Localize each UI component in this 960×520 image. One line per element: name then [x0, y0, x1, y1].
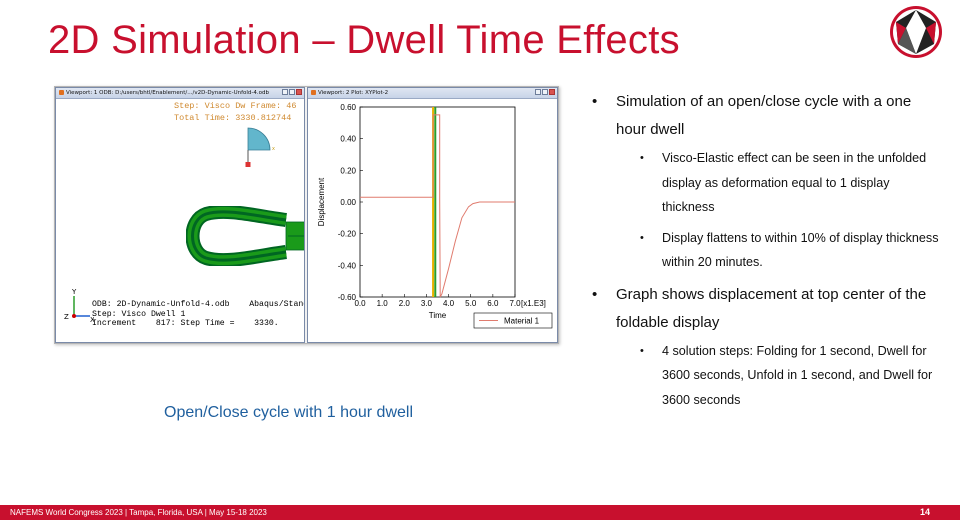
x-tick-label: 4.0 — [443, 299, 455, 308]
x-axis-label: Time — [429, 311, 447, 320]
step-line-2: Total Time: 3330.812744 — [174, 113, 292, 123]
step-line-1: Step: Visco Dw Frame: 46 — [174, 101, 297, 111]
footer-bar: NAFEMS World Congress 2023 | Tampa, Flor… — [0, 505, 960, 520]
triad-x-label: X — [90, 316, 94, 324]
y-tick-label: -0.60 — [338, 293, 357, 302]
viewport-2[interactable]: Viewport: 2 Plot: XYPlot-2 0.60 0.40 0.20 0… — [307, 87, 558, 343]
y-tick-label: 0.40 — [340, 135, 356, 144]
maximize-button[interactable] — [289, 89, 295, 95]
legend-label: Material 1 — [504, 317, 540, 326]
maximize-button[interactable] — [542, 89, 548, 95]
figure-caption: Open/Close cycle with 1 hour dwell — [164, 404, 414, 421]
y-tick-label: -0.20 — [338, 230, 357, 239]
step-info: Step: Visco Dw Frame: 46 Total Time: 3330… — [174, 100, 296, 124]
abaqus-screenshot: Viewport: 1 ODB: D:/users/bhtl/Enablemen… — [54, 86, 559, 344]
triad-y-label: Y — [71, 288, 77, 296]
odb-info: ODB: 2D-Dynamic-Unfold-4.odb Abaqus/Stan… — [92, 300, 305, 329]
bullet-2: Graph shows displacement at top center o… — [590, 281, 940, 337]
y-tick-label: 0.00 — [340, 198, 356, 207]
bullet-list: Simulation of an open/close cycle with a… — [590, 88, 940, 418]
viewport-1[interactable]: Viewport: 1 ODB: D:/users/bhtl/Enablemen… — [55, 87, 305, 343]
x-tick-label: 6.0 — [487, 299, 499, 308]
slide-title: 2D Simulation – Dwell Time Effects — [48, 18, 680, 62]
x-multiplier-label: [x1.E3] — [521, 299, 546, 308]
odb-line-1: ODB: 2D-Dynamic-Unfold-4.odb Abaqus/Stan… — [92, 300, 305, 309]
page-number: 14 — [919, 507, 930, 517]
bullet-1: Simulation of an open/close cycle with a… — [590, 88, 940, 144]
odb-line-2: Step: Visco Dwell 1 — [92, 309, 186, 319]
sub-bullet-1-1: Visco-Elastic effect can be seen in the … — [590, 146, 940, 220]
minimize-button[interactable] — [535, 89, 541, 95]
displacement-chart: 0.60 0.40 0.20 0.00 -0.20 -0.40 -0.600.0 1.0 2.0… — [317, 103, 553, 329]
nafems-logo-icon — [890, 6, 942, 58]
viewport-1-titlebar[interactable]: Viewport: 1 ODB: D:/users/bhtl/Enablemen… — [56, 88, 304, 99]
y-tick-label: 0.60 — [340, 103, 356, 112]
folded-display-model — [186, 206, 304, 266]
legend-box — [473, 312, 553, 329]
series-line-material-1 — [360, 114, 515, 298]
x-tick-label: 0.0 — [354, 299, 366, 308]
x-tick-label: 2.0 — [399, 299, 411, 308]
viewport-icon — [59, 90, 64, 95]
viewport-2-titlebar[interactable]: Viewport: 2 Plot: XYPlot-2 — [308, 88, 557, 99]
viewport-2-title: Viewport: 2 Plot: XYPlot-2 — [318, 90, 389, 96]
close-button[interactable] — [549, 89, 555, 95]
sub-bullet-2-1: 4 solution steps: Folding for 1 second, … — [590, 339, 940, 413]
axis-triad-icon: Y Z X — [64, 288, 94, 324]
orientation-glyph-icon: x — [245, 127, 275, 167]
triad-z-label: Z — [64, 313, 69, 321]
viewport-1-title: Viewport: 1 ODB: D:/users/bhtl/Enablemen… — [66, 90, 269, 96]
footer-text: NAFEMS World Congress 2023 | Tampa, Flor… — [10, 508, 267, 517]
y-tick-label: 0.20 — [340, 166, 356, 175]
x-tick-label: 7.0 — [509, 299, 521, 308]
minimize-button[interactable] — [282, 89, 288, 95]
y-axis-label: Displacement — [317, 177, 326, 226]
sub-bullet-1-2: Display flattens to within 10% of displa… — [590, 226, 940, 275]
x-tick-label: 5.0 — [465, 299, 477, 308]
x-tick-label: 1.0 — [377, 299, 389, 308]
y-tick-label: -0.40 — [338, 261, 357, 270]
viewport-icon — [311, 90, 316, 95]
svg-text:x: x — [272, 146, 275, 152]
x-tick-label: 3.0 — [421, 299, 433, 308]
odb-line-3: Increment 817: Step Time = 3330. — [92, 319, 279, 328]
close-button[interactable] — [296, 89, 302, 95]
